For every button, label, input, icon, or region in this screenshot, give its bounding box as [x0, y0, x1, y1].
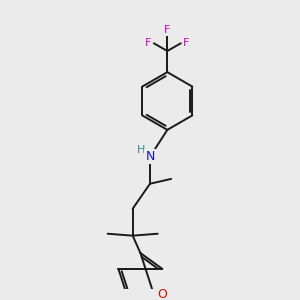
Text: N: N [145, 150, 155, 163]
Text: F: F [164, 25, 170, 35]
Text: F: F [183, 38, 190, 48]
Text: F: F [145, 38, 151, 48]
Text: O: O [158, 288, 167, 300]
Text: H: H [137, 145, 146, 155]
